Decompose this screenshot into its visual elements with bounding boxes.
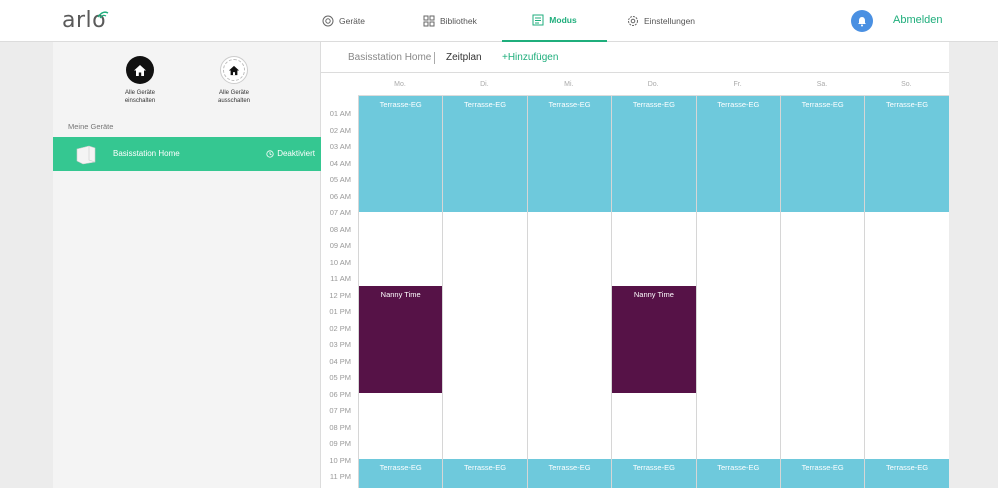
hour-label: 05 PM bbox=[329, 373, 351, 382]
grid-icon bbox=[423, 15, 435, 27]
column-divider bbox=[695, 96, 697, 488]
top-bar: arlo Geräte Bibliothek Modus Einstellung… bbox=[0, 0, 998, 42]
all-on-button[interactable]: Alle Geräte einschalten bbox=[110, 56, 170, 105]
arlo-logo[interactable]: arlo bbox=[62, 8, 107, 33]
hour-label: 01 PM bbox=[329, 307, 351, 316]
schedule-block-morning[interactable]: Terrasse-EG bbox=[865, 96, 949, 212]
column-divider bbox=[526, 96, 528, 488]
nav-modus-label: Modus bbox=[549, 15, 577, 25]
hour-label: 06 AM bbox=[329, 191, 351, 201]
hour-label: 04 AM bbox=[329, 158, 351, 168]
hour-label: 02 AM bbox=[329, 125, 351, 135]
sidebar: Alle Geräte einschalten Alle Geräte auss… bbox=[53, 42, 321, 488]
hour-label: 01 AM bbox=[329, 109, 351, 118]
camera-icon bbox=[322, 15, 334, 27]
home-icon bbox=[134, 64, 146, 76]
schedule-block-morning[interactable]: Terrasse-EG bbox=[781, 96, 865, 212]
schedule-block-nanny[interactable]: Nanny Time bbox=[612, 285, 696, 393]
gear-icon bbox=[628, 16, 638, 26]
nav-geraete-label: Geräte bbox=[339, 16, 365, 26]
hour-label: 06 PM bbox=[329, 389, 351, 399]
day-label: Mo. bbox=[394, 81, 406, 88]
all-on-circle bbox=[126, 56, 154, 84]
device-name: Basisstation Home bbox=[113, 149, 180, 158]
logo-swoosh-icon bbox=[97, 11, 109, 19]
schedule-block-morning[interactable]: Terrasse-EG bbox=[696, 96, 780, 212]
add-schedule-button[interactable]: +Hinzufügen bbox=[502, 52, 559, 63]
hour-label: 07 AM bbox=[329, 208, 351, 217]
nav-einstellungen-label: Einstellungen bbox=[644, 16, 696, 26]
device-status-label: Deaktiviert bbox=[277, 149, 315, 158]
all-on-label-1: Alle Geräte bbox=[124, 90, 155, 96]
schedule-block-evening[interactable]: Terrasse-EG bbox=[443, 459, 527, 488]
tab-zeitplan[interactable]: Zeitplan bbox=[446, 52, 482, 63]
page-margin bbox=[949, 42, 998, 488]
hour-label: 10 AM bbox=[329, 257, 351, 267]
hour-label: 04 PM bbox=[329, 356, 351, 366]
day-label: Di. bbox=[480, 81, 489, 88]
day-label: Mi. bbox=[564, 81, 574, 88]
tab-basisstation[interactable]: Basisstation Home bbox=[348, 52, 432, 63]
schedule-panel: Basisstation Home Zeitplan +Hinzufügen M… bbox=[321, 42, 949, 488]
day-label: So. bbox=[901, 81, 912, 88]
hour-label: 05 AM bbox=[329, 175, 351, 184]
tab-separator bbox=[434, 52, 435, 64]
all-off-label-1: Alle Geräte bbox=[218, 90, 249, 96]
schedule-block-evening[interactable]: Terrasse-EG bbox=[696, 459, 780, 488]
hour-label: 10 PM bbox=[329, 455, 351, 465]
hour-label: 02 PM bbox=[329, 323, 351, 333]
hour-label: 08 PM bbox=[329, 422, 351, 432]
all-on-label-2: einschalten bbox=[124, 98, 156, 104]
logout-link[interactable]: Abmelden bbox=[893, 14, 943, 26]
nav-einstellungen[interactable]: Einstellungen bbox=[627, 0, 695, 42]
nav-geraete[interactable]: Geräte bbox=[322, 0, 365, 42]
all-off-circle bbox=[220, 56, 248, 84]
all-off-button[interactable]: Alle Geräte ausschalten bbox=[204, 56, 264, 105]
column-divider bbox=[358, 96, 359, 488]
schedule-block-evening[interactable]: Terrasse-EG bbox=[612, 459, 696, 488]
device-row-basisstation[interactable]: Basisstation Home Deaktiviert bbox=[53, 137, 321, 171]
hour-label: 09 AM bbox=[329, 241, 351, 250]
schedule-block-morning[interactable]: Terrasse-EG bbox=[612, 96, 696, 212]
day-label: Do. bbox=[647, 81, 659, 88]
schedule-block-morning[interactable]: Terrasse-EG bbox=[443, 96, 527, 212]
all-off-label-2: ausschalten bbox=[217, 98, 251, 104]
column-divider bbox=[780, 96, 781, 488]
column-divider bbox=[611, 96, 613, 488]
schedule-block-evening[interactable]: Terrasse-EG bbox=[359, 459, 443, 488]
days-header: Mo. Di. Mi. Do. Fr. Sa. So. bbox=[358, 73, 949, 96]
hour-label: 03 AM bbox=[329, 142, 351, 151]
nav-bibliothek-label: Bibliothek bbox=[440, 16, 477, 26]
schedule-grid: Terrasse-EG Terrasse-EG Terrasse-EG Terrass… bbox=[358, 96, 949, 488]
schedule-block-evening[interactable]: Terrasse-EG bbox=[781, 459, 865, 488]
schedule-block-morning[interactable]: Terrasse-EG bbox=[359, 96, 443, 212]
hour-label: 11 AM bbox=[330, 274, 351, 283]
notifications-button[interactable] bbox=[851, 10, 873, 32]
column-divider bbox=[864, 96, 866, 488]
schedule-block-evening[interactable]: Terrasse-EG bbox=[527, 459, 612, 488]
nav-modus[interactable]: Modus bbox=[502, 0, 607, 42]
hour-label: 03 PM bbox=[329, 340, 351, 349]
hour-label: 11 PM bbox=[329, 472, 351, 481]
hour-label: 12 PM bbox=[329, 290, 351, 300]
day-label: Sa. bbox=[816, 81, 828, 88]
bell-icon bbox=[858, 16, 866, 26]
hour-labels: 01 AM 02 AM 03 AM 04 AM 05 AM 06 AM 07 AM 08 AM… bbox=[321, 96, 358, 488]
schedule-block-morning[interactable]: Terrasse-EG bbox=[527, 96, 612, 212]
day-label: Fr. bbox=[733, 81, 742, 88]
hour-label: 09 PM bbox=[329, 439, 351, 448]
schedule-block-evening[interactable]: Terrasse-EG bbox=[865, 459, 949, 488]
home-icon bbox=[228, 65, 240, 75]
mode-icon bbox=[532, 14, 544, 26]
hour-label: 08 AM bbox=[329, 224, 351, 234]
column-divider bbox=[442, 96, 444, 488]
clock-icon bbox=[266, 149, 274, 158]
nav-bibliothek[interactable]: Bibliothek bbox=[423, 0, 477, 42]
schedule-block-nanny[interactable]: Nanny Time bbox=[359, 285, 443, 393]
device-status: Deaktiviert bbox=[266, 149, 315, 158]
schedule-tabs: Basisstation Home Zeitplan +Hinzufügen bbox=[321, 42, 949, 73]
base-station-icon bbox=[76, 145, 96, 165]
my-devices-heading: Meine Geräte bbox=[68, 122, 114, 131]
hour-label: 07 PM bbox=[329, 406, 351, 415]
